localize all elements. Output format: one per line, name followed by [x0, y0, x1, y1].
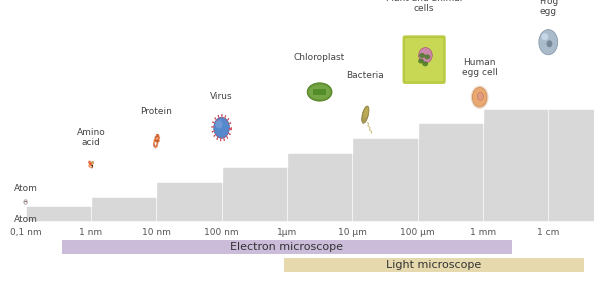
Ellipse shape [153, 143, 155, 147]
Text: Protein: Protein [140, 107, 172, 117]
Ellipse shape [539, 30, 557, 55]
Ellipse shape [541, 33, 548, 40]
Ellipse shape [89, 163, 92, 166]
Ellipse shape [24, 200, 28, 204]
Ellipse shape [220, 140, 221, 141]
Ellipse shape [155, 137, 157, 141]
Ellipse shape [424, 54, 430, 59]
Text: 1μm: 1μm [277, 228, 297, 237]
Bar [221, 167, 287, 221]
Bar [313, 94, 326, 95]
Ellipse shape [153, 141, 155, 144]
Ellipse shape [218, 115, 219, 117]
Ellipse shape [228, 118, 229, 120]
Ellipse shape [419, 48, 432, 63]
Ellipse shape [214, 117, 229, 138]
Text: 1 cm: 1 cm [537, 228, 559, 237]
Ellipse shape [26, 201, 27, 202]
Ellipse shape [225, 115, 226, 117]
Text: 10 nm: 10 nm [142, 228, 171, 237]
Bar [483, 109, 548, 221]
Ellipse shape [472, 87, 487, 107]
Text: Electron microscope: Electron microscope [230, 243, 343, 253]
Text: 100 μm: 100 μm [400, 228, 435, 237]
Text: Bacteria: Bacteria [346, 71, 384, 80]
Ellipse shape [88, 164, 92, 168]
Text: Light microscope: Light microscope [386, 260, 482, 270]
Ellipse shape [157, 134, 160, 138]
Ellipse shape [224, 139, 225, 141]
Bar [313, 91, 326, 93]
Ellipse shape [157, 140, 160, 142]
Ellipse shape [89, 163, 91, 164]
Ellipse shape [91, 161, 94, 164]
Ellipse shape [418, 59, 424, 63]
Bar [284, 258, 584, 272]
Text: 100 nm: 100 nm [204, 228, 239, 237]
Text: Chloroplast: Chloroplast [294, 53, 345, 62]
Bar [418, 123, 483, 221]
Text: Atom: Atom [14, 184, 38, 193]
Ellipse shape [212, 131, 213, 133]
Text: Amino
acid: Amino acid [77, 128, 106, 147]
Ellipse shape [211, 126, 212, 128]
Text: 10 μm: 10 μm [338, 228, 367, 237]
Ellipse shape [157, 136, 159, 140]
Ellipse shape [215, 117, 216, 119]
Ellipse shape [154, 136, 157, 138]
Ellipse shape [154, 138, 157, 142]
Text: 1 mm: 1 mm [470, 228, 496, 237]
Ellipse shape [88, 160, 91, 164]
Text: 0,1 nm: 0,1 nm [10, 228, 41, 237]
Ellipse shape [221, 114, 223, 116]
Ellipse shape [364, 108, 368, 118]
Ellipse shape [215, 120, 223, 129]
Bar [313, 89, 326, 91]
Ellipse shape [230, 129, 232, 130]
Text: Virus: Virus [210, 92, 233, 101]
Ellipse shape [419, 53, 425, 58]
Bar [352, 138, 418, 221]
Ellipse shape [212, 121, 214, 123]
Bar [156, 182, 221, 221]
Text: Atom: Atom [14, 215, 38, 224]
Bar [26, 205, 91, 221]
Ellipse shape [307, 83, 332, 101]
FancyBboxPatch shape [404, 37, 444, 82]
Ellipse shape [158, 137, 160, 140]
Text: Frog
egg: Frog egg [539, 0, 558, 16]
Ellipse shape [156, 142, 158, 146]
Ellipse shape [362, 106, 369, 123]
Ellipse shape [214, 135, 215, 137]
Ellipse shape [157, 134, 159, 137]
Ellipse shape [227, 137, 228, 139]
Bar [62, 241, 512, 255]
Ellipse shape [155, 140, 158, 143]
Bar [548, 109, 594, 221]
Ellipse shape [547, 40, 553, 47]
Text: Human
egg cell: Human egg cell [462, 58, 497, 77]
Ellipse shape [25, 201, 26, 202]
Ellipse shape [422, 61, 428, 66]
Ellipse shape [156, 140, 158, 144]
Bar [91, 197, 156, 221]
Ellipse shape [230, 122, 231, 124]
Ellipse shape [309, 85, 330, 99]
Ellipse shape [154, 145, 157, 148]
Ellipse shape [154, 139, 157, 142]
Ellipse shape [155, 134, 158, 137]
Ellipse shape [90, 166, 92, 168]
Ellipse shape [92, 165, 93, 167]
Ellipse shape [155, 145, 158, 148]
Ellipse shape [90, 165, 93, 168]
Ellipse shape [230, 127, 232, 129]
Ellipse shape [25, 202, 26, 203]
Ellipse shape [217, 138, 218, 140]
Ellipse shape [478, 92, 483, 100]
Ellipse shape [156, 139, 159, 142]
Ellipse shape [229, 133, 230, 135]
Bar [287, 153, 352, 221]
Text: 1 nm: 1 nm [79, 228, 103, 237]
Text: Plant and animal
cells: Plant and animal cells [386, 0, 463, 13]
